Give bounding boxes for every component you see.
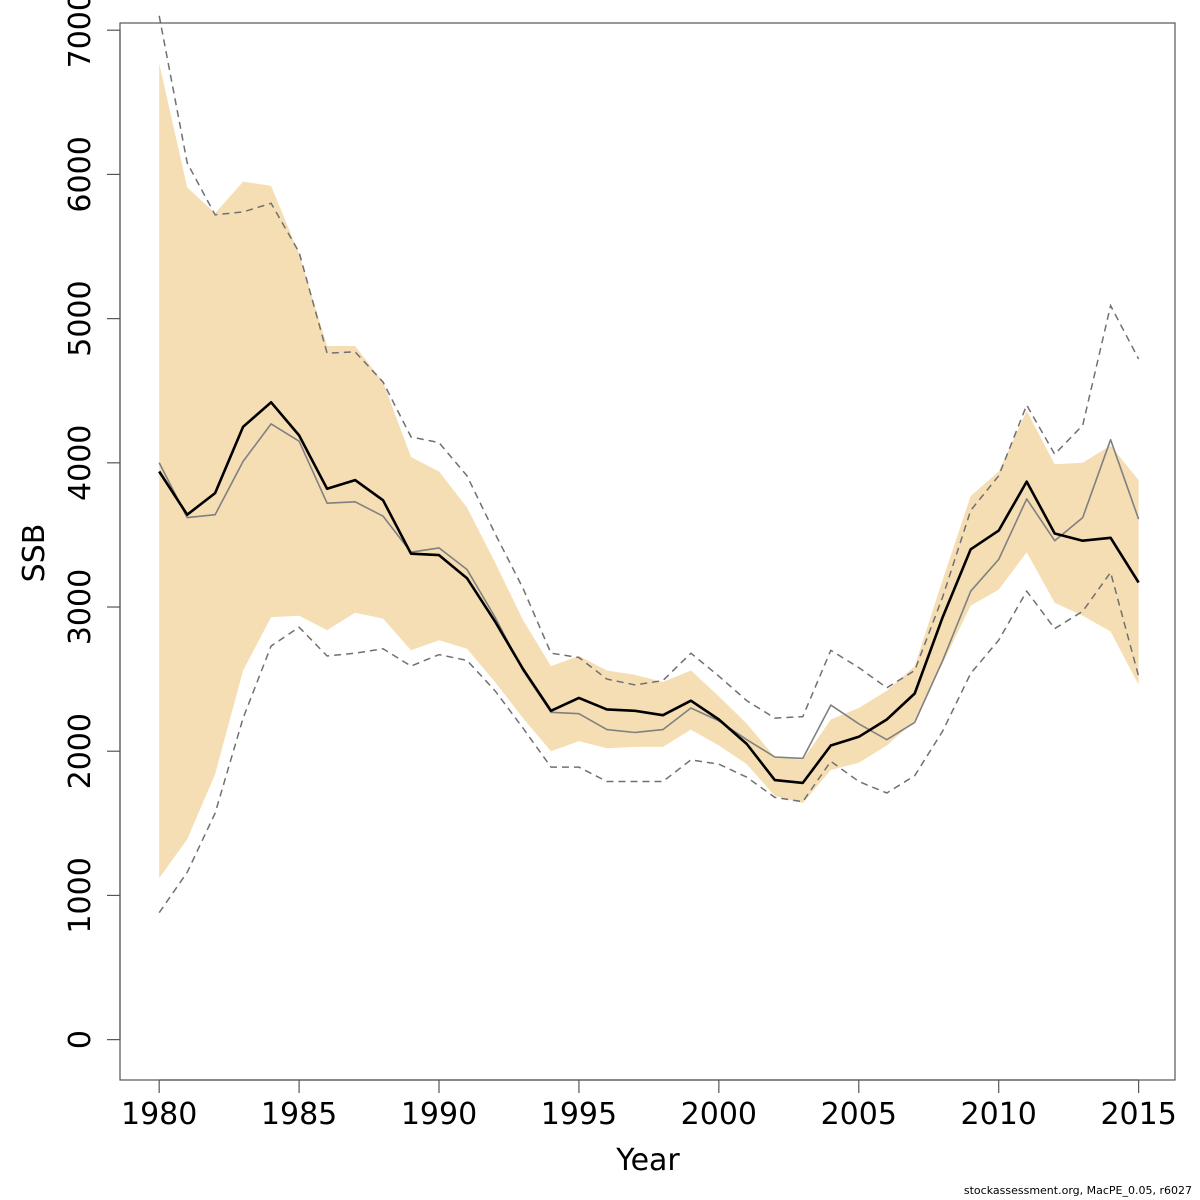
y-tick-label: 5000 [63, 280, 98, 356]
y-tick-label: 7000 [63, 0, 98, 68]
confidence-band-layer [159, 63, 1139, 879]
y-axis: 0 1000 2000 3000 4000 5000 6000 7000 [63, 0, 121, 1049]
y-axis-title: SSB [17, 524, 52, 583]
y-tick-label: 4000 [63, 425, 98, 501]
y-tick-label: 6000 [63, 136, 98, 212]
footer-credit: stockassessment.org, MacPE_0.05, r6027 [963, 1184, 1192, 1197]
x-axis: 1980 1985 1990 1995 2000 2005 2010 2015 [121, 1079, 1177, 1132]
x-tick-label: 2010 [961, 1097, 1037, 1132]
x-tick-label: 1985 [261, 1097, 337, 1132]
y-tick-label: 3000 [63, 569, 98, 645]
series-line-layer [158, 15, 1140, 914]
y-tick-label: 2000 [63, 713, 98, 789]
ssb-comparison-line [158, 423, 1140, 760]
x-tick-label: 2000 [681, 1097, 757, 1132]
confidence-band [159, 63, 1139, 879]
x-tick-label: 2005 [821, 1097, 897, 1132]
x-axis-title: Year [615, 1143, 680, 1178]
ssb-estimate-line [158, 400, 1140, 785]
dashed-upper-bound-line [158, 15, 1140, 719]
dashed-lower-bound-line [158, 570, 1140, 914]
y-tick-label: 0 [63, 1030, 98, 1049]
y-tick-label: 1000 [63, 857, 98, 933]
x-tick-label: 1980 [121, 1097, 197, 1132]
x-tick-label: 1990 [401, 1097, 477, 1132]
x-tick-label: 1995 [541, 1097, 617, 1132]
x-tick-label: 2015 [1100, 1097, 1176, 1132]
